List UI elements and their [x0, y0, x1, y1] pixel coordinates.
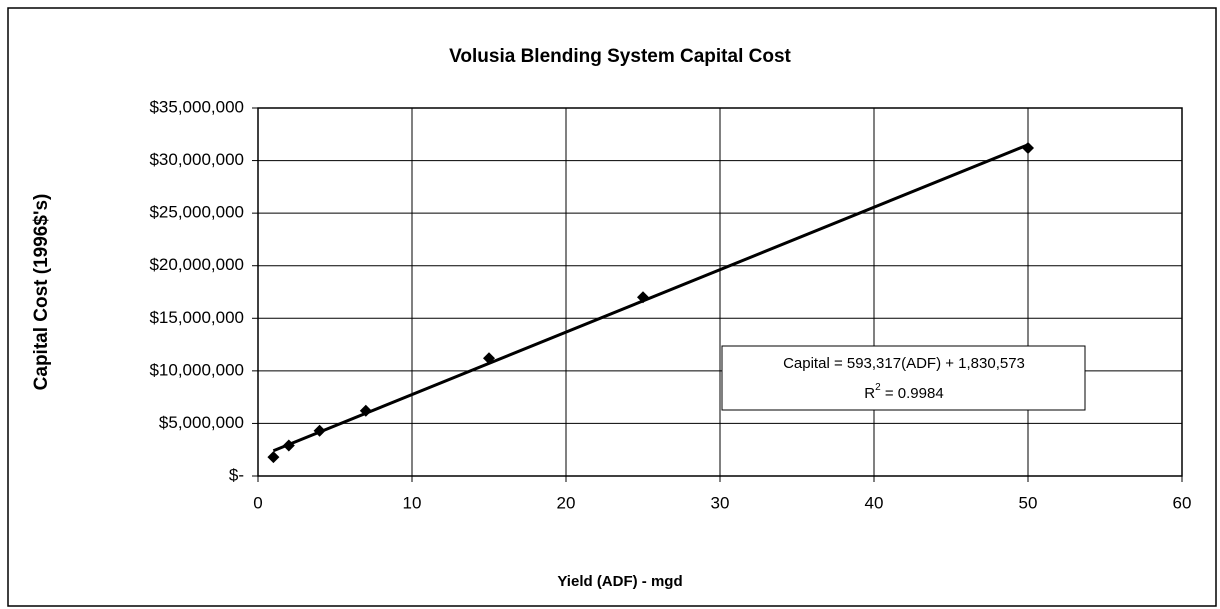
x-tick-label: 10	[403, 493, 422, 512]
trendline	[272, 143, 1029, 453]
annotation-box	[721, 345, 1086, 411]
r2-sup: 2	[875, 382, 881, 393]
x-axis-label: Yield (ADF) - mgd	[557, 573, 682, 590]
y-tick-label: $30,000,000	[149, 150, 244, 169]
x-tick-label: 20	[557, 493, 576, 512]
point	[483, 352, 495, 365]
equation: Capital = 593,317(ADF) + 1,830,573	[783, 355, 1025, 372]
y-tick-label: $10,000,000	[149, 360, 244, 379]
point	[313, 424, 326, 437]
chart-border	[7, 7, 1217, 607]
x-tick-label: 40	[865, 493, 884, 512]
r2-text: = 0.9984	[881, 385, 944, 402]
x-tick-label: 50	[1019, 493, 1038, 512]
r-squared: R2 = 0.9984	[864, 382, 943, 402]
y-tick-label: $15,000,000	[149, 308, 244, 327]
point	[359, 404, 372, 417]
y-tick-label: $-	[229, 465, 244, 484]
point	[282, 439, 295, 452]
plot-area	[257, 107, 1183, 477]
r2-base: R	[864, 385, 875, 402]
point	[1022, 141, 1034, 154]
y-tick-label: $5,000,000	[159, 413, 244, 432]
x-tick-label: 0	[253, 493, 262, 512]
y-axis-label: Capital Cost (1996$'s)	[31, 194, 52, 391]
point	[267, 451, 280, 464]
y-tick-label: $20,000,000	[149, 255, 244, 274]
x-tick-label: 30	[711, 493, 730, 512]
chart-title: Volusia Blending System Capital Cost	[449, 46, 791, 67]
y-tick-label: $25,000,000	[149, 203, 244, 222]
y-tick-label: $35,000,000	[149, 97, 244, 116]
x-tick-label: 60	[1173, 493, 1192, 512]
point	[637, 291, 649, 304]
